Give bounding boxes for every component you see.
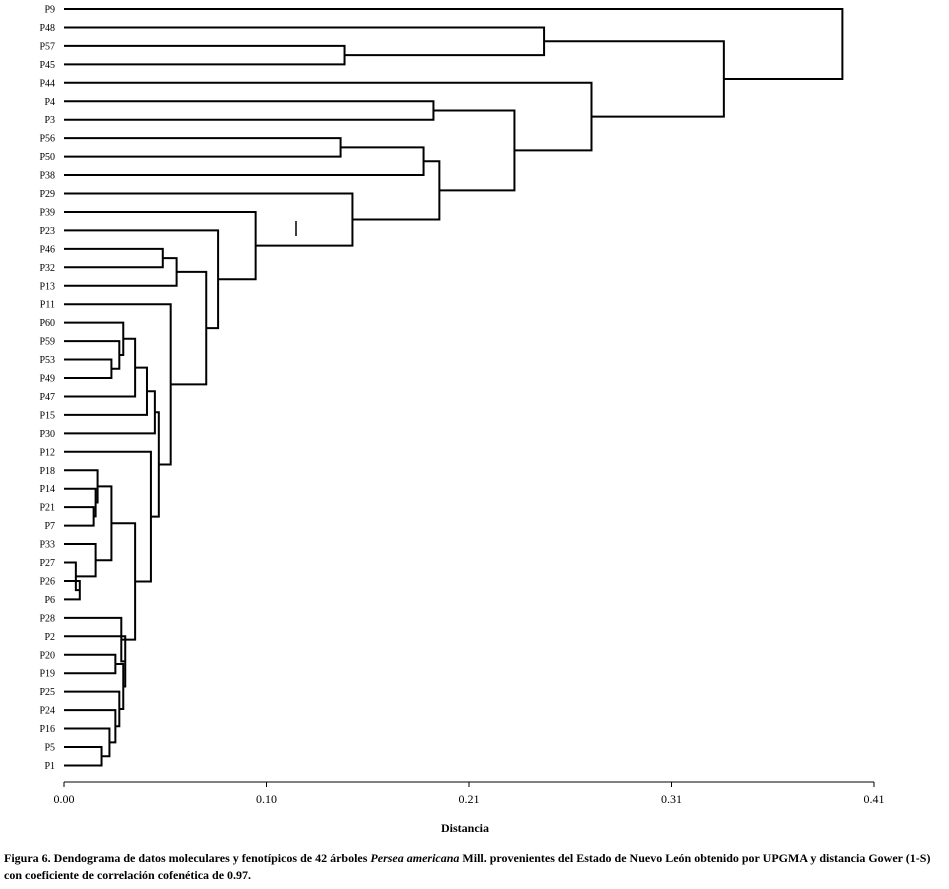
leaf-label-p19: P19 xyxy=(39,669,55,680)
leaf-label-p14: P14 xyxy=(39,484,55,495)
leaf-label-p18: P18 xyxy=(39,466,55,477)
leaf-label-p27: P27 xyxy=(39,558,55,569)
leaf-label-p46: P46 xyxy=(39,244,55,255)
x-tick-label-4: 0.41 xyxy=(864,792,885,806)
leaf-label-p50: P50 xyxy=(39,152,55,163)
leaf-label-p24: P24 xyxy=(39,706,55,717)
leaf-label-p13: P13 xyxy=(39,281,55,292)
leaf-label-p3: P3 xyxy=(44,115,55,126)
leaf-label-p21: P21 xyxy=(39,503,55,514)
cluster-link-c37 xyxy=(352,160,441,221)
x-tick-label-1: 0.10 xyxy=(256,792,277,806)
cluster-link-c35 xyxy=(64,210,257,281)
leaf-label-p48: P48 xyxy=(39,23,55,34)
leaf-label-p28: P28 xyxy=(39,613,55,624)
cluster-link-c33 xyxy=(170,270,208,386)
leaf-label-p4: P4 xyxy=(44,97,55,108)
cluster-link-c1 xyxy=(64,44,346,66)
leaf-label-p44: P44 xyxy=(39,78,55,89)
leaf-label-p32: P32 xyxy=(39,263,55,274)
leaf-label-p47: P47 xyxy=(39,392,55,403)
cluster-link-c25 xyxy=(64,653,117,675)
leaf-label-p6: P6 xyxy=(44,595,55,606)
figure-caption: Figura 6. Dendograma de datos moleculare… xyxy=(4,850,946,884)
leaf-label-p12: P12 xyxy=(39,447,55,458)
x-tick-label-0: 0.00 xyxy=(54,792,75,806)
x-axis: 0.00 0.10 0.21 0.31 0.41 Distancia xyxy=(54,781,885,835)
leaf-label-p29: P29 xyxy=(39,189,55,200)
cluster-link-c21 xyxy=(64,746,103,767)
leaf-label-p2: P2 xyxy=(44,632,55,643)
cluster-link-c6 xyxy=(64,247,164,269)
leaf-label-p9: P9 xyxy=(44,5,55,16)
cluster-link-c19 xyxy=(64,543,97,578)
leaf-label-p39: P39 xyxy=(39,207,55,218)
cluster-link-c5 xyxy=(64,146,425,177)
leaf-label-p49: P49 xyxy=(39,374,55,385)
leaf-labels: P9 P48 P57 P45 P44 P4 P3 P56 P50 P38 P29 P39 P23 P46 P… xyxy=(39,5,55,772)
leaf-label-p5: P5 xyxy=(44,743,55,754)
leaf-label-p25: P25 xyxy=(39,687,55,698)
leaf-label-p57: P57 xyxy=(39,41,55,52)
leaf-label-p45: P45 xyxy=(39,60,55,71)
x-tick-label-3: 0.31 xyxy=(661,792,682,806)
leaf-label-p53: P53 xyxy=(39,355,55,366)
x-axis-title: Distancia xyxy=(441,821,489,835)
leaf-label-p16: P16 xyxy=(39,724,55,735)
cluster-link-c26 xyxy=(115,662,125,710)
leaf-label-p30: P30 xyxy=(39,429,55,440)
cluster-link-c3 xyxy=(64,100,435,121)
cluster-link-c9 xyxy=(64,340,121,370)
caption-species: Persea americana xyxy=(370,851,460,865)
leaf-label-p23: P23 xyxy=(39,226,55,237)
cluster-link-c11 xyxy=(64,337,137,398)
cluster-link-c22 xyxy=(64,727,111,758)
cluster-link-c2 xyxy=(64,26,546,57)
leaf-label-p26: P26 xyxy=(39,576,55,587)
leaf-label-p15: P15 xyxy=(39,410,55,421)
leaf-label-p1: P1 xyxy=(44,761,55,772)
dendrogram-links xyxy=(64,8,844,767)
caption-prefix: Figura 6. Dendograma de datos moleculare… xyxy=(4,851,371,865)
leaf-label-p7: P7 xyxy=(44,521,55,532)
cluster-link-c14 xyxy=(64,506,95,527)
dendrogram-chart: P9 P48 P57 P45 P44 P4 P3 P56 P50 P38 P29 P39 P23 P46 P… xyxy=(39,5,885,836)
cluster-link-c4 xyxy=(64,137,342,158)
leaf-label-p60: P60 xyxy=(39,318,55,329)
cluster-link-c10 xyxy=(64,321,125,356)
leaf-label-p11: P11 xyxy=(40,300,55,311)
x-tick-label-2: 0.21 xyxy=(459,792,480,806)
leaf-label-p33: P33 xyxy=(39,540,55,551)
caption-suffix: Mill. provenientes del Estado de Nuevo L… xyxy=(4,851,931,882)
cluster-link-c36 xyxy=(64,192,354,247)
cluster-link-c8 xyxy=(64,358,113,379)
cluster-link-c23 xyxy=(64,709,117,744)
leaf-label-p59: P59 xyxy=(39,337,55,348)
cluster-link-c15 xyxy=(64,487,97,518)
cluster-link-c38 xyxy=(433,109,516,192)
cluster-link-c41 xyxy=(64,8,844,80)
cluster-link-c31 xyxy=(150,411,160,518)
cluster-link-c27 xyxy=(64,635,127,688)
leaf-label-p56: P56 xyxy=(39,134,55,145)
cluster-link-c29 xyxy=(111,522,137,641)
cluster-link-c13 xyxy=(64,390,156,435)
cluster-link-c32 xyxy=(64,303,172,466)
leaf-label-p20: P20 xyxy=(39,650,55,661)
cluster-link-c39 xyxy=(64,81,593,152)
leaf-label-p38: P38 xyxy=(39,171,55,182)
cluster-link-c40 xyxy=(544,40,725,118)
cluster-link-c24 xyxy=(64,690,121,728)
cluster-link-c34 xyxy=(64,229,220,330)
cluster-link-c17 xyxy=(64,579,81,601)
cluster-link-c16 xyxy=(64,469,99,504)
cluster-link-c7 xyxy=(64,257,178,287)
